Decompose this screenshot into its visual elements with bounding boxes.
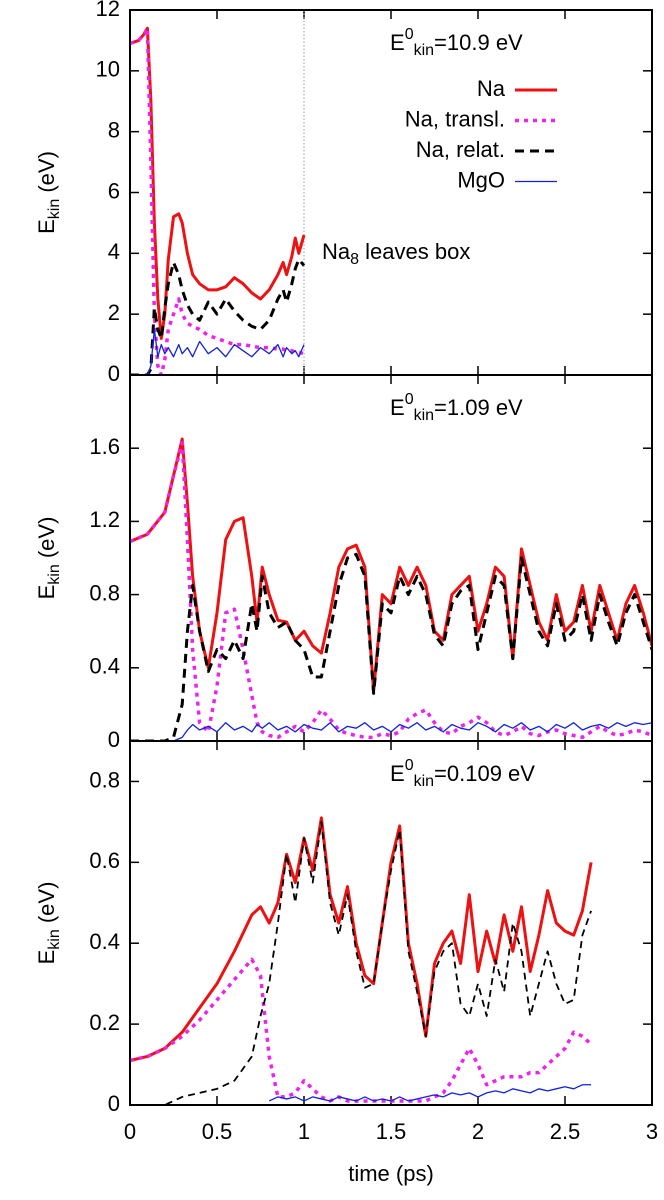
data-line xyxy=(130,440,652,740)
annotation-sup: 0 xyxy=(405,391,414,408)
y-tick-label: 1.2 xyxy=(89,507,120,532)
annotation-rest: =0.109 eV xyxy=(434,761,535,786)
y-label-main: E xyxy=(34,585,59,600)
y-tick-label: 4 xyxy=(108,239,120,264)
x-axis-label: time (ps) xyxy=(348,1161,434,1186)
data-line xyxy=(130,26,306,340)
y-axis-label: Ekin (eV) xyxy=(34,882,63,965)
x-tick-label: 0.5 xyxy=(202,1119,233,1144)
plot-area xyxy=(130,26,306,375)
y-tick-label: 0.8 xyxy=(89,767,120,792)
data-line xyxy=(130,722,652,741)
annotation-sub: kin xyxy=(414,407,434,424)
plot-area xyxy=(130,437,652,741)
y-tick-label: 0.2 xyxy=(89,1010,120,1035)
y-tick-label: 6 xyxy=(108,178,120,203)
annotation-main: E xyxy=(390,395,405,420)
y-tick-label: 0.8 xyxy=(89,580,120,605)
data-line xyxy=(130,328,305,375)
note-sub: 8 xyxy=(350,251,359,268)
y-axis-label: Ekin (eV) xyxy=(34,151,63,234)
y-axis-label: Ekin (eV) xyxy=(34,517,63,600)
data-line xyxy=(130,437,652,694)
data-line xyxy=(130,820,592,1105)
y-label-unit: (eV) xyxy=(34,882,59,930)
plot-area xyxy=(130,816,593,1105)
annotation-rest: =10.9 eV xyxy=(434,30,523,55)
y-label-sub: kin xyxy=(46,929,63,949)
data-line xyxy=(130,816,593,1062)
x-tick-label: 1 xyxy=(298,1119,310,1144)
annotation-sup: 0 xyxy=(405,757,414,774)
y-tick-label: 0.4 xyxy=(89,929,120,954)
y-tick-label: 0 xyxy=(108,361,120,386)
y-tick-label: 0.6 xyxy=(89,848,120,873)
y-tick-label: 0 xyxy=(108,727,120,752)
x-tick-label: 2 xyxy=(472,1119,484,1144)
y-tick-label: 1.6 xyxy=(89,434,120,459)
x-tick-label: 0 xyxy=(124,1119,136,1144)
y-tick-label: 8 xyxy=(108,117,120,142)
y-tick-label: 12 xyxy=(96,0,120,21)
plot-frame xyxy=(129,740,653,1106)
annotation-sub: kin xyxy=(414,42,434,59)
plot-frame xyxy=(129,374,653,742)
y-label-main: E xyxy=(34,219,59,234)
legend-label: Na xyxy=(477,76,506,101)
y-label-unit: (eV) xyxy=(34,517,59,565)
annotation-sub: kin xyxy=(414,773,434,790)
data-line xyxy=(130,552,652,741)
x-tick-label: 2.5 xyxy=(550,1119,581,1144)
y-label-unit: (eV) xyxy=(34,151,59,199)
energy-annotation: E0kin=1.09 eV xyxy=(390,391,523,424)
data-line xyxy=(130,257,306,375)
legend-label: MgO xyxy=(457,167,505,192)
y-label-sub: kin xyxy=(46,199,63,219)
legend-label: Na, relat. xyxy=(416,137,505,162)
annotation-sup: 0 xyxy=(405,26,414,43)
data-line xyxy=(130,957,593,1103)
box-note: Na8 leaves box xyxy=(322,239,470,268)
y-tick-label: 0.4 xyxy=(89,654,120,679)
energy-annotation: E0kin=10.9 eV xyxy=(390,26,523,59)
y-label-sub: kin xyxy=(46,564,63,584)
energy-annotation: E0kin=0.109 eV xyxy=(390,757,535,790)
note-rest: leaves box xyxy=(359,239,470,264)
y-tick-label: 2 xyxy=(108,300,120,325)
y-label-main: E xyxy=(34,950,59,965)
plot-frame xyxy=(129,9,653,376)
note-main: Na xyxy=(322,239,351,264)
legend-label: Na, transl. xyxy=(405,106,505,131)
y-tick-label: 0 xyxy=(108,1091,120,1116)
y-tick-label: 10 xyxy=(96,57,120,82)
annotation-main: E xyxy=(390,30,405,55)
annotation-main: E xyxy=(390,761,405,786)
data-line xyxy=(130,26,305,375)
annotation-rest: =1.09 eV xyxy=(434,395,523,420)
x-tick-label: 3 xyxy=(646,1119,658,1144)
x-tick-label: 1.5 xyxy=(376,1119,407,1144)
data-line xyxy=(268,1084,592,1102)
